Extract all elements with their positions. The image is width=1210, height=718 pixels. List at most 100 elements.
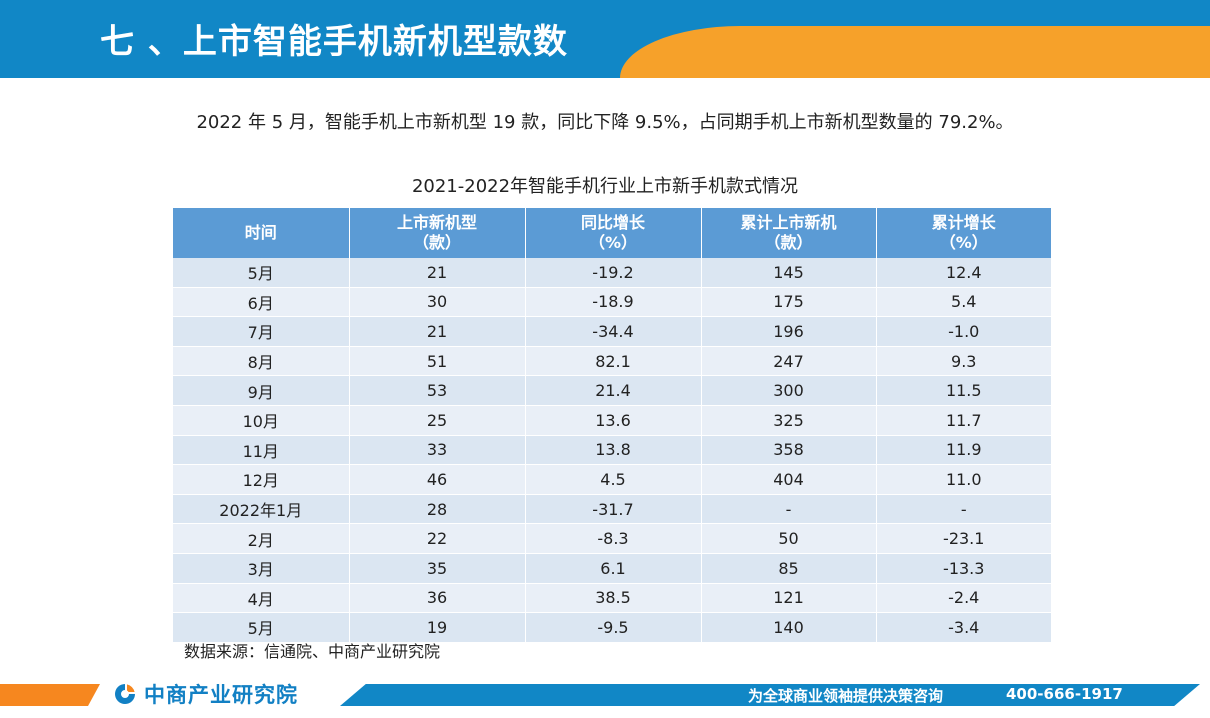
- table-cell: 30: [349, 287, 526, 318]
- table-cell: 7月: [173, 316, 350, 347]
- table-row: 9月 53 21.4 300 11.5: [173, 375, 1051, 406]
- table-row: 12月 46 4.5 404 11.0: [173, 464, 1051, 495]
- table-header-row: 时间 上市新机型 （款） 同比增长 （%） 累计上市新机 （款） 累计增长 （%…: [173, 208, 1051, 258]
- table-cell: 121: [701, 583, 877, 614]
- logo-text: 中商产业研究院: [144, 683, 298, 707]
- table-row: 4月 36 38.5 121 -2.4: [173, 583, 1051, 614]
- table-cell: 6月: [173, 287, 350, 318]
- table-cell: 36: [349, 583, 526, 614]
- table-cell: 11.5: [876, 375, 1051, 406]
- header-banner: 七 、上市智能手机新机型款数: [0, 0, 1210, 78]
- table-cell: 300: [701, 375, 877, 406]
- data-table: 时间 上市新机型 （款） 同比增长 （%） 累计上市新机 （款） 累计增长 （%…: [173, 208, 1051, 643]
- table-row: 3月 35 6.1 85 -13.3: [173, 553, 1051, 584]
- footer-phone: 400-666-1917: [1006, 685, 1123, 703]
- table-cell: 38.5: [525, 583, 702, 614]
- table-cell: -3.4: [876, 612, 1051, 643]
- table-cell: -: [876, 494, 1051, 525]
- table-cell: 21: [349, 258, 526, 288]
- footer-orange-bar: [0, 684, 100, 706]
- column-header-line2: （%）: [588, 233, 638, 252]
- table-cell: 22: [349, 523, 526, 554]
- table-cell: 8月: [173, 346, 350, 377]
- table-cell: 13.8: [525, 435, 702, 466]
- column-header-cumulative-models: 累计上市新机 （款）: [701, 208, 877, 258]
- table-cell: 9.3: [876, 346, 1051, 377]
- table-cell: 12.4: [876, 258, 1051, 288]
- column-header-time: 时间: [173, 208, 350, 258]
- table-cell: 46: [349, 464, 526, 495]
- table-row: 2022年1月 28 -31.7- -: [173, 494, 1051, 525]
- table-cell: -13.3: [876, 553, 1051, 584]
- column-header-line1: 时间: [244, 223, 277, 242]
- table-cell: 50: [701, 523, 877, 554]
- table-cell: 145: [701, 258, 877, 288]
- table-row: 5月 21 -19.2 145 12.4: [173, 258, 1051, 288]
- table-row: 2月 22 -8.3 50 -23.1: [173, 523, 1051, 554]
- table-cell: 325: [701, 405, 877, 436]
- table-cell: 2022年1月: [173, 494, 350, 525]
- summary-text: 2022 年 5 月，智能手机上市新机型 19 款，同比下降 9.5%，占同期手…: [196, 112, 1014, 133]
- table-cell: 9月: [173, 375, 350, 406]
- column-header-line1: 累计上市新机: [740, 213, 837, 232]
- table-cell: 25: [349, 405, 526, 436]
- table-cell: 140: [701, 612, 877, 643]
- table-cell: -8.3: [525, 523, 702, 554]
- table-cell: 5月: [173, 258, 350, 288]
- table-row: 6月 30 -18.9 175 5.4: [173, 287, 1051, 318]
- table-row: 5月 19 -9.5 140 -3.4: [173, 612, 1051, 643]
- company-logo: 中商产业研究院: [112, 680, 298, 708]
- table-cell: 21.4: [525, 375, 702, 406]
- table-cell: 4月: [173, 583, 350, 614]
- table-cell: 11.9: [876, 435, 1051, 466]
- table-cell: 10月: [173, 405, 350, 436]
- logo-icon: [112, 681, 138, 707]
- table-cell: 404: [701, 464, 877, 495]
- footer-blue-bar: [340, 684, 1200, 706]
- table-caption: 2021-2022年智能手机行业上市新手机款式情况: [411, 176, 799, 197]
- table-cell: 3月: [173, 553, 350, 584]
- table-cell: -9.5: [525, 612, 702, 643]
- table-cell: 28: [349, 494, 526, 525]
- page-title: 七 、上市智能手机新机型款数: [100, 22, 568, 62]
- table-row: 7月 21 -34.4 196 -1.0: [173, 316, 1051, 347]
- table-row: 8月 51 82.1 247 9.3: [173, 346, 1051, 377]
- footer-slogan: 为全球商业领袖提供决策咨询: [748, 687, 944, 705]
- table-cell: 6.1: [525, 553, 702, 584]
- table-body: 5月 21 -19.2 145 12.4 6月 30 -18.9 175 5.4 7月 21 -34.4…: [173, 258, 1051, 643]
- column-header-line2: （%）: [939, 233, 988, 252]
- column-header-line1: 上市新机型: [396, 213, 477, 232]
- table-row: 11月 33 13.8 358 11.9: [173, 435, 1051, 466]
- table-cell: 51: [349, 346, 526, 377]
- table-cell: 82.1: [525, 346, 702, 377]
- table-cell: -31.7: [525, 494, 702, 525]
- table-cell: -: [701, 494, 877, 525]
- table-cell: 358: [701, 435, 877, 466]
- table-cell: 11.7: [876, 405, 1051, 436]
- table-cell: -19.2: [525, 258, 702, 288]
- table-row: 10月 25 13.6 325 11.7: [173, 405, 1051, 436]
- table-cell: 12月: [173, 464, 350, 495]
- table-cell: 175: [701, 287, 877, 318]
- table-cell: 196: [701, 316, 877, 347]
- table-cell: 35: [349, 553, 526, 584]
- table-cell: 13.6: [525, 405, 702, 436]
- table-cell: -1.0: [876, 316, 1051, 347]
- column-header-line1: 累计增长: [931, 213, 996, 232]
- table-cell: 19: [349, 612, 526, 643]
- table-cell: 2月: [173, 523, 350, 554]
- table-cell: 247: [701, 346, 877, 377]
- table-cell: 21: [349, 316, 526, 347]
- table-cell: -23.1: [876, 523, 1051, 554]
- table-cell: -34.4: [525, 316, 702, 347]
- table-cell: 33: [349, 435, 526, 466]
- column-header-line2: （款）: [412, 233, 461, 252]
- column-header-new-models: 上市新机型 （款）: [349, 208, 526, 258]
- table-cell: 5.4: [876, 287, 1051, 318]
- column-header-cumulative-growth: 累计增长 （%）: [876, 208, 1051, 258]
- data-source-note: 数据来源：信通院、中商产业研究院: [184, 642, 441, 661]
- table-cell: 4.5: [525, 464, 702, 495]
- column-header-line2: （款）: [764, 233, 813, 252]
- table-cell: -2.4: [876, 583, 1051, 614]
- table-cell: 85: [701, 553, 877, 584]
